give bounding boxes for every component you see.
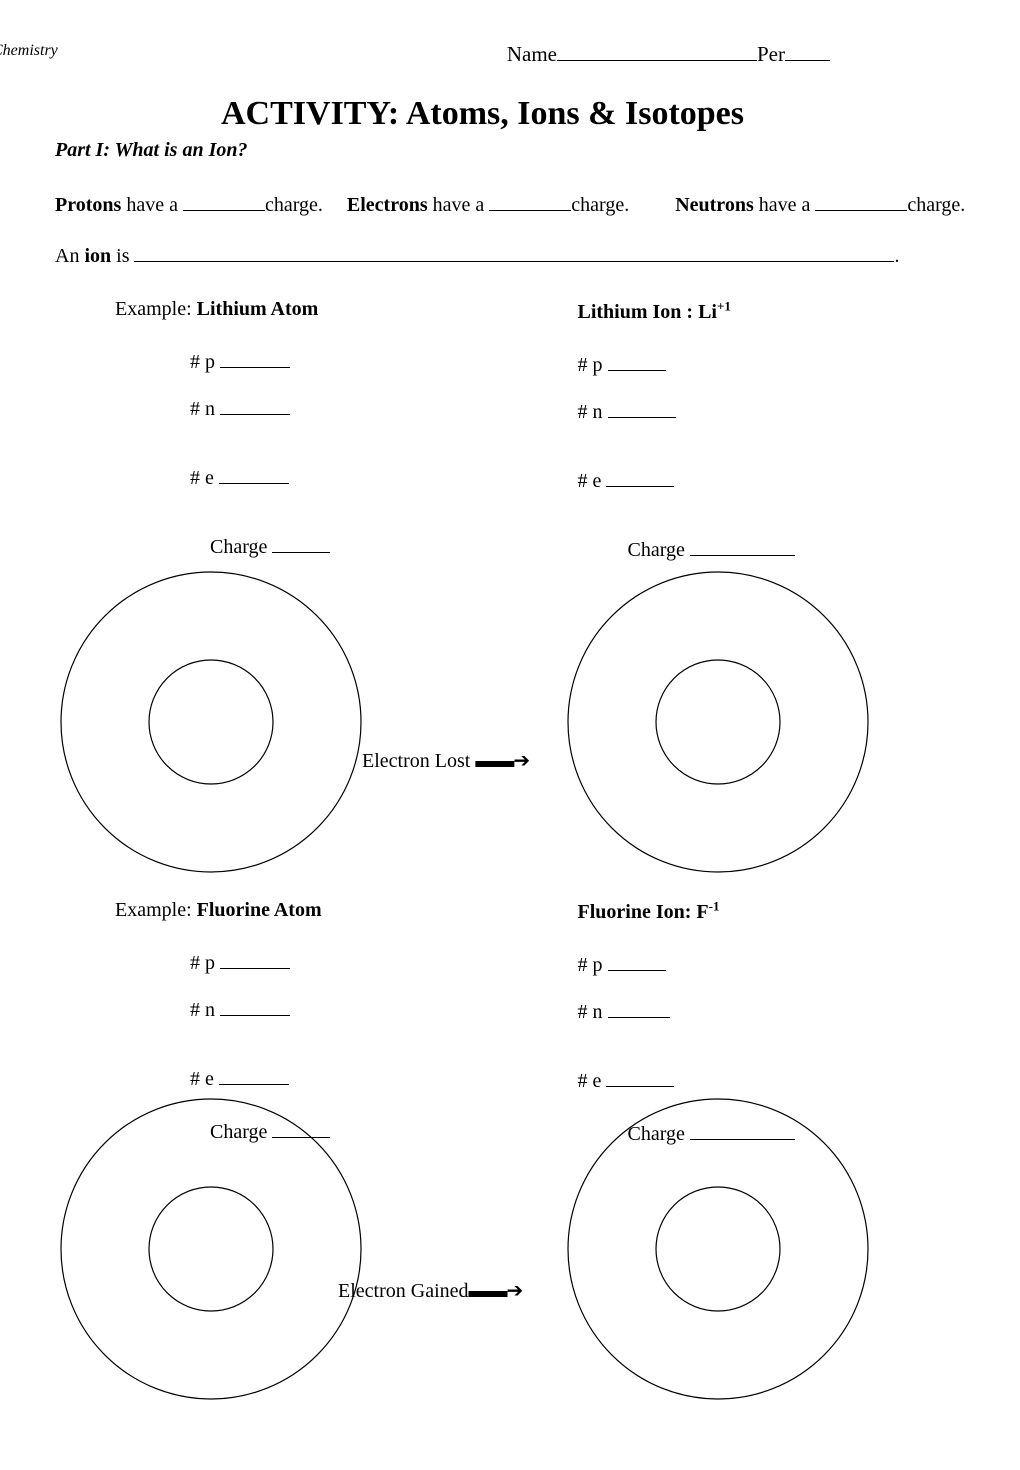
li-ion-e-blank[interactable]	[606, 486, 674, 487]
have-a-3: have a	[754, 194, 816, 216]
electron-gained-text: Electron Gained	[338, 1280, 469, 1302]
f-ion-n-label: # n	[578, 1001, 608, 1023]
name-blank[interactable]	[557, 60, 757, 61]
li-atom-charge-line: Charge	[210, 536, 503, 559]
f-ion-p-label: # p	[578, 954, 608, 976]
have-a-2: have a	[428, 194, 490, 216]
lithium-ion-header: Lithium Ion : Li+1	[578, 298, 966, 324]
li-atom-n-line: # n	[190, 398, 503, 421]
f-n-label: # n	[190, 999, 220, 1021]
li-ion-p-label: # p	[578, 354, 608, 376]
f-atom-e-blank[interactable]	[219, 1084, 289, 1085]
fluorine-atom-label: Fluorine Atom	[197, 899, 322, 921]
charge-word-1: charge.	[265, 194, 323, 216]
f-ion-n-line: # n	[578, 1001, 966, 1024]
li-atom-charge-blank[interactable]	[272, 552, 330, 553]
f-ion-e-blank[interactable]	[606, 1086, 674, 1087]
f-p-label: # p	[190, 952, 220, 974]
li-ion-charge-label: Charge	[628, 539, 690, 561]
electron-lost-label: Electron Lost ▬▬➔	[362, 748, 529, 773]
f-atom-p-line: # p	[190, 952, 503, 975]
proton-charge-blank[interactable]	[183, 210, 265, 211]
electron-gained-label: Electron Gained▬▬➔	[338, 1278, 522, 1303]
charge-word-3: charge.	[907, 194, 965, 216]
ion-def-blank[interactable]	[134, 261, 894, 262]
fluorine-ion-header: Fluorine Ion: F-1	[578, 899, 966, 925]
f-atom-e-line: # e	[190, 1068, 503, 1091]
li-n-label: # n	[190, 398, 220, 420]
electron-lost-text: Electron Lost	[362, 750, 475, 772]
li-ion-n-line: # n	[578, 401, 966, 424]
dash-arrow-icon-2: ▬▬➔	[469, 1280, 523, 1302]
li-atom-p-blank[interactable]	[220, 367, 290, 368]
example-prefix-1: Example:	[115, 298, 197, 320]
li-ion-charge-blank[interactable]	[690, 555, 795, 556]
li-p-label: # p	[190, 351, 220, 373]
per-blank[interactable]	[785, 60, 830, 61]
fluorine-ion-diagram	[567, 1098, 869, 1400]
f-atom-n-blank[interactable]	[220, 1015, 290, 1016]
lithium-atom-label: Lithium Atom	[197, 298, 319, 320]
ion-definition-line: An ion is .	[55, 245, 965, 268]
example-prefix-2: Example:	[115, 899, 197, 921]
li-ion-n-blank[interactable]	[608, 417, 676, 418]
li-ion-e-line: # e	[578, 470, 966, 493]
part1-heading: Part I: What is an Ion?	[55, 139, 965, 162]
electron-charge-blank[interactable]	[489, 210, 571, 211]
fluorine-atom-header: Example: Fluorine Atom	[115, 899, 503, 922]
f-e-label: # e	[190, 1068, 219, 1090]
lithium-atom-header: Example: Lithium Atom	[115, 298, 503, 321]
ion-period: .	[894, 245, 899, 267]
neutrons-label: Neutrons	[675, 194, 754, 216]
f-ion-n-blank[interactable]	[608, 1017, 670, 1018]
f-ion-p-line: # p	[578, 954, 966, 977]
per-label: Per	[757, 42, 785, 66]
li-ion-e-label: # e	[578, 470, 607, 492]
electrons-label: Electrons	[347, 194, 428, 216]
lithium-ion-diagram	[567, 571, 869, 873]
neutron-charge-blank[interactable]	[815, 210, 907, 211]
li-charge-label: Charge	[210, 536, 272, 558]
name-per-fields: Name Per	[507, 42, 830, 67]
page-title: ACTIVITY: Atoms, Ions & Isotopes	[0, 95, 965, 133]
f-ion-e-line: # e	[578, 1070, 966, 1093]
f-atom-n-line: # n	[190, 999, 503, 1022]
ion-prefix: An	[55, 245, 84, 267]
lithium-ion-sup: +1	[717, 298, 731, 313]
subject-label: Chemistry	[0, 42, 58, 60]
lithium-atom-diagram	[60, 571, 362, 873]
f-ion-p-blank[interactable]	[608, 970, 666, 971]
li-atom-e-blank[interactable]	[219, 483, 289, 484]
lithium-ion-label: Lithium Ion : Li	[578, 301, 717, 323]
li-ion-charge-line: Charge	[628, 539, 966, 562]
li-e-label: # e	[190, 467, 219, 489]
f-ion-e-label: # e	[578, 1070, 607, 1092]
name-label: Name	[507, 42, 557, 66]
dash-arrow-icon: ▬▬➔	[475, 750, 529, 772]
charge-word-2: charge.	[571, 194, 629, 216]
particle-charge-line: Protons have a charge. Electrons have a …	[55, 194, 965, 217]
ion-bold: ion	[84, 245, 111, 267]
li-atom-e-line: # e	[190, 467, 503, 490]
have-a-1: have a	[121, 194, 183, 216]
li-ion-n-label: # n	[578, 401, 608, 423]
li-atom-p-line: # p	[190, 351, 503, 374]
fluorine-ion-label: Fluorine Ion: F	[578, 901, 709, 923]
protons-label: Protons	[55, 194, 121, 216]
li-ion-p-line: # p	[578, 354, 966, 377]
f-atom-p-blank[interactable]	[220, 968, 290, 969]
fluorine-ion-sup: -1	[709, 899, 720, 914]
ion-suffix: is	[111, 245, 134, 267]
li-atom-n-blank[interactable]	[220, 414, 290, 415]
fluorine-atom-diagram	[60, 1098, 362, 1400]
li-ion-p-blank[interactable]	[608, 370, 666, 371]
